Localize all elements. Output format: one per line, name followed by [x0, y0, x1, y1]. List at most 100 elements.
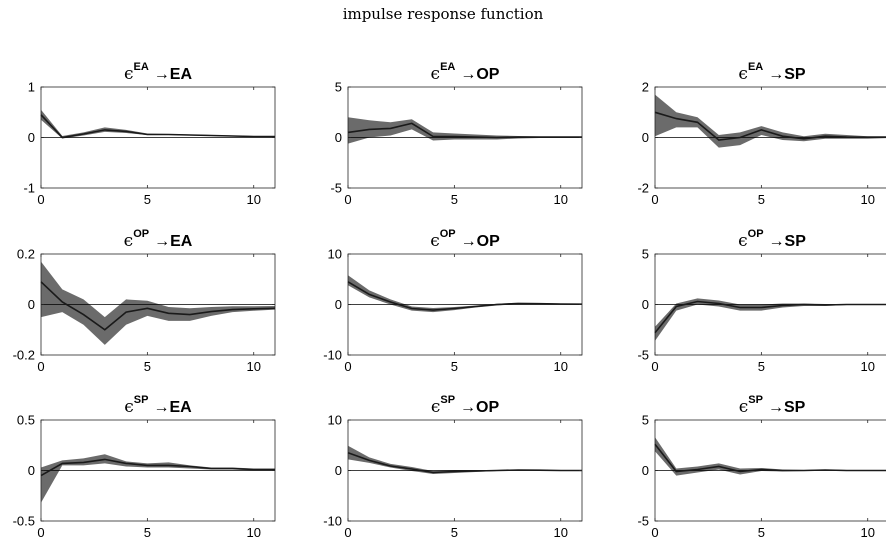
panel-title: ϵSP →EA: [124, 394, 192, 417]
x-tick-label: 10: [860, 359, 874, 374]
x-tick-label: 5: [451, 359, 458, 374]
x-tick-label: 10: [553, 192, 567, 207]
figure-title: impulse response function: [343, 5, 544, 23]
y-tick-label: 0.5: [17, 413, 35, 428]
median-line: [654, 443, 886, 473]
panel-title-shock: ϵ: [124, 397, 134, 417]
y-tick-label: 5: [642, 413, 649, 428]
median-line: [347, 452, 582, 474]
y-tick-label: 0: [335, 130, 342, 145]
x-tick-label: 5: [451, 192, 458, 207]
panel-title-shock-sup: OP: [133, 228, 149, 240]
confidence-band: [41, 261, 275, 345]
y-tick-label: 0: [28, 297, 35, 312]
y-tick-label: 5: [335, 80, 342, 95]
panel-title: ϵOP →SP: [738, 228, 806, 251]
panel-title-shock-sup: SP: [134, 394, 149, 406]
confidence-band: [41, 454, 275, 503]
confidence-band: [655, 437, 886, 476]
confidence-band: [348, 445, 582, 474]
y-tick-label: -10: [323, 348, 342, 363]
panel-title-response: →EA: [153, 399, 192, 416]
median-line: [654, 300, 886, 334]
x-tick-label: 0: [651, 359, 658, 374]
panel-title-response: →SP: [768, 66, 806, 83]
x-tick-label: 0: [37, 359, 44, 374]
y-tick-label: 0: [642, 130, 649, 145]
median-line: [40, 458, 275, 477]
panel-title: ϵEA →OP: [431, 61, 500, 84]
median-line: [347, 122, 582, 139]
y-tick-label: -5: [637, 348, 649, 363]
panel-title-shock: ϵ: [430, 231, 440, 251]
median-line: [347, 281, 583, 311]
panel-title: ϵEA →EA: [124, 61, 192, 84]
panel-title-shock: ϵ: [739, 397, 749, 417]
x-tick-label: 0: [651, 525, 658, 540]
y-tick-label: -5: [330, 181, 342, 196]
panel-title: ϵEA →SP: [738, 61, 805, 84]
y-tick-label: 0: [642, 463, 649, 478]
x-tick-label: 10: [860, 525, 874, 540]
y-tick-label: 0: [335, 463, 342, 478]
y-tick-label: 5: [642, 247, 649, 262]
panel-title-shock: ϵ: [124, 231, 134, 251]
x-tick-label: 0: [651, 192, 658, 207]
confidence-band: [348, 275, 582, 313]
panel-title-response: →SP: [768, 399, 806, 416]
x-tick-label: 5: [758, 192, 765, 207]
x-tick-label: 10: [553, 359, 567, 374]
x-tick-label: 10: [246, 525, 260, 540]
panel-title-response: →SP: [769, 233, 807, 250]
panel-title-shock-sup: SP: [748, 394, 763, 406]
y-tick-label: -5: [637, 514, 649, 529]
panel-title-response: →EA: [154, 66, 193, 83]
y-tick-label: 0: [335, 297, 342, 312]
x-tick-label: 5: [758, 525, 765, 540]
x-tick-label: 5: [144, 525, 151, 540]
panel-title-shock-sup: OP: [748, 228, 764, 240]
x-tick-label: 0: [344, 192, 351, 207]
panel-title-shock-sup: EA: [440, 61, 455, 73]
y-tick-label: 2: [642, 80, 649, 95]
y-tick-label: -0.2: [13, 348, 35, 363]
panel-title-response: →OP: [461, 233, 500, 250]
panel-title-shock: ϵ: [431, 64, 441, 84]
x-tick-label: 10: [246, 192, 260, 207]
panel-title: ϵOP →EA: [124, 228, 193, 251]
x-tick-label: 5: [451, 525, 458, 540]
panel-title: ϵSP →OP: [431, 394, 500, 417]
x-tick-label: 0: [344, 359, 351, 374]
x-tick-label: 5: [758, 359, 765, 374]
panel-title-shock-sup: EA: [748, 61, 763, 73]
x-tick-label: 5: [144, 359, 151, 374]
panel-title-shock: ϵ: [738, 64, 748, 84]
x-tick-label: 0: [37, 525, 44, 540]
median-line: [40, 114, 275, 139]
y-tick-label: 0: [28, 130, 35, 145]
x-tick-label: 10: [246, 359, 260, 374]
y-tick-label: 10: [328, 413, 342, 428]
y-tick-label: 0: [642, 297, 649, 312]
panel-title-response: →OP: [460, 66, 499, 83]
panel-title-shock-sup: SP: [440, 394, 455, 406]
panel-title: ϵOP →OP: [430, 228, 500, 251]
panel-title-shock: ϵ: [124, 64, 134, 84]
y-tick-label: 0.2: [17, 247, 35, 262]
y-tick-label: 10: [328, 247, 342, 262]
x-tick-label: 10: [860, 192, 874, 207]
confidence-band: [348, 117, 582, 144]
panel-title-response: →EA: [154, 233, 193, 250]
y-tick-label: -0.5: [13, 514, 35, 529]
y-tick-label: -1: [23, 181, 35, 196]
x-tick-label: 5: [144, 192, 151, 207]
